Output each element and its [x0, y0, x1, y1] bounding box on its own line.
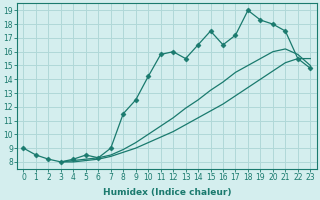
X-axis label: Humidex (Indice chaleur): Humidex (Indice chaleur): [103, 188, 231, 197]
